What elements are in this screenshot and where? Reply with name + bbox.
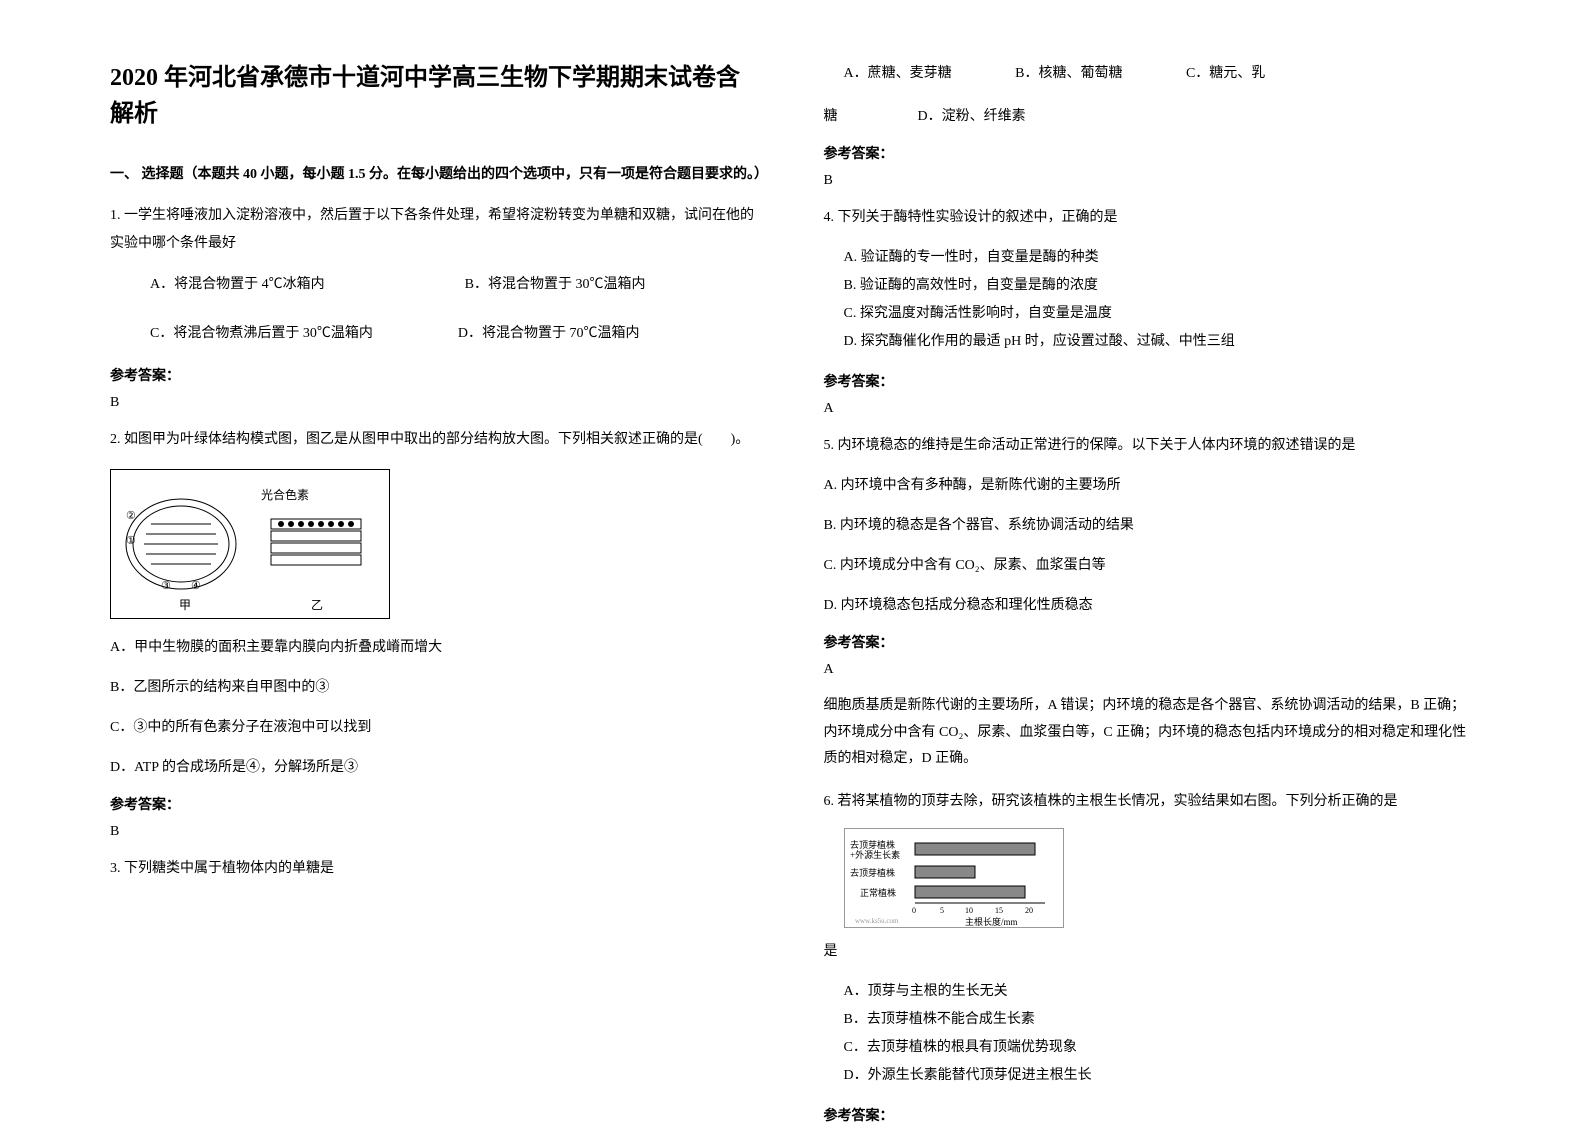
q6-opt-c: C．去顶芽植株的根具有顶端优势现象 — [844, 1034, 1478, 1062]
svg-text:去顶芽植株: 去顶芽植株 — [850, 867, 895, 878]
q3-opt-d: D．淀粉、纤维素 — [918, 109, 1026, 124]
question-6-options: A．顶芽与主根的生长无关 B．去顶芽植株不能合成生长素 C．去顶芽植株的根具有顶… — [824, 978, 1478, 1090]
q3-opt-b: B．核糖、葡萄糖 — [1015, 66, 1122, 81]
q5-opt-c: C. 内环境成分中含有 CO₂、尿素、血浆蛋白等 — [824, 552, 1478, 580]
question-2-text: 2. 如图甲为叶绿体结构模式图，图乙是从图甲中取出的部分结构放大图。下列相关叙述… — [110, 426, 764, 454]
svg-text:+外源生长素: +外源生长素 — [850, 849, 900, 860]
q1-opt-d: D．将混合物置于 70℃温箱内 — [458, 319, 640, 350]
q6-opt-b: B．去顶芽植株不能合成生长素 — [844, 1006, 1478, 1034]
q3-answer-label: 参考答案： — [824, 143, 1478, 163]
q4-answer: A — [824, 401, 1478, 417]
q5-opt-d: D. 内环境稳态包括成分稳态和理化性质稳态 — [824, 592, 1478, 620]
svg-text:光合色素: 光合色素 — [261, 487, 309, 502]
svg-text:10: 10 — [965, 906, 973, 915]
q4-opt-a: A. 验证酶的专一性时，自变量是酶的种类 — [844, 244, 1478, 272]
section-1-header: 一、 选择题（本题共 40 小题，每小题 1.5 分。在每小题给出的四个选项中，… — [110, 162, 764, 187]
q2-opt-d: D．ATP 的合成场所是④，分解场所是③ — [110, 754, 764, 782]
svg-text:20: 20 — [1025, 906, 1033, 915]
question-4-text: 4. 下列关于酶特性实验设计的叙述中，正确的是 — [824, 204, 1478, 232]
question-1-options: A．将混合物置于 4℃冰箱内 B．将混合物置于 30℃温箱内 C．将混合物煮沸后置… — [110, 270, 764, 350]
q5-opt-a: A. 内环境中含有多种酶，是新陈代谢的主要场所 — [824, 472, 1478, 500]
svg-text:5: 5 — [940, 906, 944, 915]
q1-answer: B — [110, 395, 764, 411]
q3-opt-c: C．糖元、乳 — [1186, 66, 1265, 81]
exam-title: 2020 年河北省承德市十道河中学高三生物下学期期末试卷含解析 — [110, 60, 764, 132]
question-3-options: A．蔗糖、麦芽糖 B．核糖、葡萄糖 C．糖元、乳 — [824, 60, 1478, 88]
svg-text:②: ② — [126, 510, 136, 522]
question-1-text: 1. 一学生将唾液加入淀粉溶液中，然后置于以下各条件处理，希望将淀粉转变为单糖和… — [110, 202, 764, 258]
q5-opt-b: B. 内环境的稳态是各个器官、系统协调活动的结果 — [824, 512, 1478, 540]
svg-text:甲: 甲 — [179, 598, 191, 612]
svg-text:乙: 乙 — [311, 598, 323, 612]
q6-prefix: 是 — [824, 938, 1478, 966]
q2-figure: ② ① ③ ④ 甲 光合色素 乙 — [110, 469, 390, 619]
svg-text:④: ④ — [191, 580, 201, 592]
q5-answer-label: 参考答案： — [824, 632, 1478, 652]
svg-text:主根长度/mm: 主根长度/mm — [965, 916, 1018, 927]
q6-opt-d: D．外源生长素能替代顶芽促进主根生长 — [844, 1062, 1478, 1090]
q4-opt-c: C. 探究温度对酶活性影响时，自变量是温度 — [844, 300, 1478, 328]
q6-opt-a: A．顶芽与主根的生长无关 — [844, 978, 1478, 1006]
svg-text:去顶芽植株: 去顶芽植株 — [850, 839, 895, 850]
q2-opt-c: C．③中的所有色素分子在液泡中可以找到 — [110, 714, 764, 742]
q3-opt-c2-d: 糖 D．淀粉、纤维素 — [824, 103, 1478, 131]
q6-figure: 去顶芽植株 +外源生长素 去顶芽植株 正常植株 0 5 10 15 20 主根长… — [844, 828, 1064, 928]
q2-opt-a: A．甲中生物膜的面积主要靠内膜向内折叠成嵴而增大 — [110, 634, 764, 662]
q5-answer: A — [824, 662, 1478, 678]
svg-text:0: 0 — [912, 906, 916, 915]
q4-answer-label: 参考答案： — [824, 371, 1478, 391]
q3-opt-a: A．蔗糖、麦芽糖 — [844, 66, 952, 81]
q2-answer: B — [110, 824, 764, 840]
question-6-text: 6. 若将某植物的顶芽去除，研究该植株的主根生长情况，实验结果如右图。下列分析正… — [824, 788, 1478, 816]
svg-text:15: 15 — [995, 906, 1003, 915]
q1-opt-b: B．将混合物置于 30℃温箱内 — [465, 270, 646, 301]
q1-answer-label: 参考答案： — [110, 365, 764, 385]
svg-text:正常植株: 正常植株 — [860, 887, 896, 898]
svg-text:www.ks5u.com: www.ks5u.com — [855, 917, 899, 925]
question-4-options: A. 验证酶的专一性时，自变量是酶的种类 B. 验证酶的高效性时，自变量是酶的浓… — [824, 244, 1478, 356]
q5-explanation: 细胞质基质是新陈代谢的主要场所，A 错误；内环境的稳态是各个器官、系统协调活动的… — [824, 693, 1478, 773]
q1-opt-c: C．将混合物煮沸后置于 30℃温箱内 — [150, 319, 373, 350]
svg-text:①: ① — [126, 535, 136, 547]
chloroplast-diagram-icon: ② ① ③ ④ 甲 光合色素 乙 — [111, 469, 389, 619]
q4-opt-d: D. 探究酶催化作用的最适 pH 时，应设置过酸、过碱、中性三组 — [844, 328, 1478, 356]
bar-chart-icon: 去顶芽植株 +外源生长素 去顶芽植株 正常植株 0 5 10 15 20 主根长… — [845, 828, 1063, 928]
q3-answer: B — [824, 173, 1478, 189]
right-column: A．蔗糖、麦芽糖 B．核糖、葡萄糖 C．糖元、乳 糖 D．淀粉、纤维素 参考答案：… — [794, 60, 1508, 1062]
left-column: 2020 年河北省承德市十道河中学高三生物下学期期末试卷含解析 一、 选择题（本… — [80, 60, 794, 1062]
q2-opt-b: B．乙图所示的结构来自甲图中的③ — [110, 674, 764, 702]
question-5-text: 5. 内环境稳态的维持是生命活动正常进行的保障。以下关于人体内环境的叙述错误的是 — [824, 432, 1478, 460]
q4-opt-b: B. 验证酶的高效性时，自变量是酶的浓度 — [844, 272, 1478, 300]
q1-opt-a: A．将混合物置于 4℃冰箱内 — [150, 270, 325, 301]
q2-answer-label: 参考答案： — [110, 794, 764, 814]
question-3-text: 3. 下列糖类中属于植物体内的单糖是 — [110, 855, 764, 883]
svg-text:③: ③ — [161, 580, 171, 592]
q3-opt-c-cont: 糖 — [824, 109, 838, 124]
